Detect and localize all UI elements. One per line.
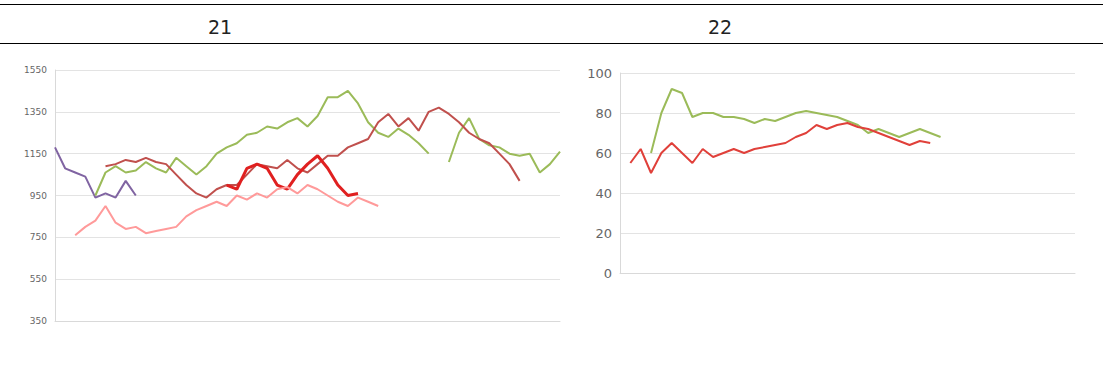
svg-text:550: 550 (30, 274, 47, 284)
svg-text:0: 0 (604, 266, 612, 281)
svg-text:22: 22 (708, 16, 732, 38)
svg-text:100: 100 (587, 66, 612, 81)
svg-text:950: 950 (30, 191, 47, 201)
svg-text:1150: 1150 (24, 149, 47, 159)
svg-text:60: 60 (595, 146, 612, 161)
svg-text:21: 21 (208, 16, 232, 38)
svg-text:40: 40 (595, 186, 612, 201)
svg-text:1550: 1550 (24, 65, 47, 75)
svg-text:80: 80 (595, 106, 612, 121)
svg-text:1350: 1350 (24, 107, 47, 117)
svg-text:20: 20 (595, 226, 612, 241)
svg-text:350: 350 (30, 316, 47, 326)
svg-text:750: 750 (30, 232, 47, 242)
